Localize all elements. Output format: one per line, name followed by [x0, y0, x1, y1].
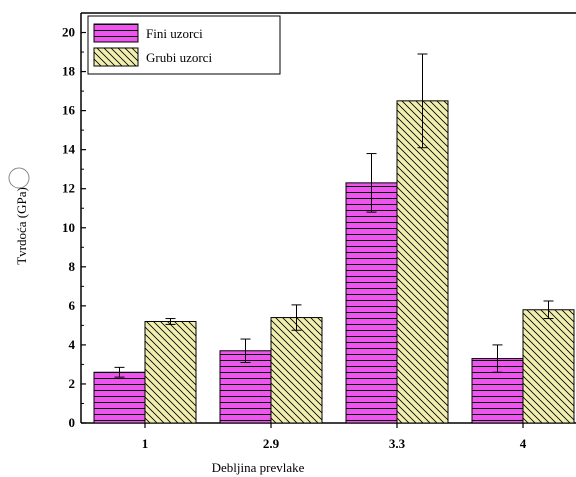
x-tick-label: 1 — [142, 436, 149, 451]
y-tick-label: 12 — [62, 181, 75, 196]
cursor-circle-icon — [8, 167, 30, 189]
x-axis-label: Debljina prevlake — [212, 460, 305, 475]
legend: Fini uzorci Grubi uzorci — [87, 15, 281, 75]
x-axis: 1 2.9 3.3 4 — [142, 423, 527, 451]
bar — [270, 317, 323, 424]
bar — [345, 182, 398, 424]
legend-label-fini: Fini uzorci — [146, 26, 203, 41]
x-tick-label: 4 — [520, 436, 527, 451]
y-tick-label: 2 — [69, 376, 76, 391]
y-tick-label: 16 — [62, 103, 76, 118]
bar — [144, 320, 197, 424]
legend-swatch-fini — [93, 23, 139, 43]
legend-swatch-grubi — [93, 47, 139, 67]
x-tick-label: 3.3 — [389, 436, 406, 451]
y-tick-label: 20 — [62, 25, 75, 40]
bar — [396, 100, 449, 424]
y-tick-label: 8 — [69, 259, 76, 274]
y-tick-label: 14 — [62, 142, 76, 157]
y-tick-label: 4 — [69, 337, 76, 352]
y-tick-label: 0 — [69, 415, 76, 430]
bars — [93, 53, 575, 424]
bar — [93, 371, 146, 424]
y-axis: 0 2 4 6 8 10 12 14 16 18 20 — [62, 25, 86, 430]
y-tick-label: 18 — [62, 64, 76, 79]
y-axis-label: Tvrdoća (GPa) — [14, 187, 29, 265]
y-tick-label: 10 — [62, 220, 75, 235]
bar — [522, 309, 575, 424]
x-tick-label: 2.9 — [263, 436, 280, 451]
legend-label-grubi: Grubi uzorci — [146, 50, 212, 65]
y-tick-label: 6 — [69, 298, 76, 313]
